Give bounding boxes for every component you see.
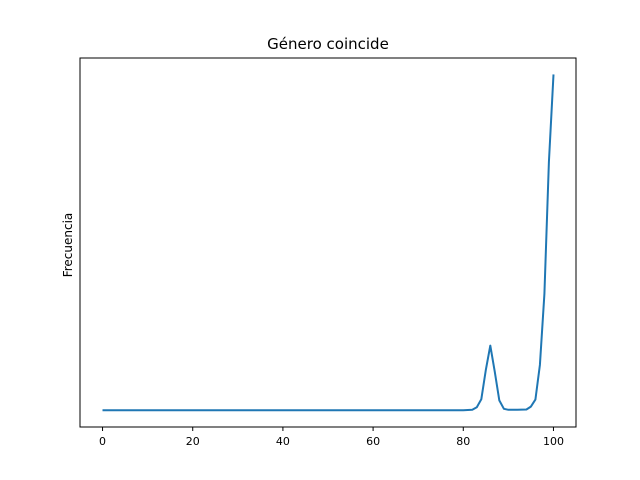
x-tick-label: 60 [366, 435, 380, 448]
x-tick-label: 40 [276, 435, 290, 448]
series-line [102, 74, 555, 412]
chart-title: Género coincide [267, 35, 389, 53]
plot-area: 0 20 40 60 80 100 [99, 74, 564, 448]
y-axis-label: Frecuencia [61, 213, 75, 278]
x-tick-label: 100 [543, 435, 564, 448]
plot-frame [79, 57, 577, 428]
x-tick-label: 0 [99, 435, 106, 448]
x-tick-label: 80 [456, 435, 470, 448]
x-tick-label: 20 [186, 435, 200, 448]
